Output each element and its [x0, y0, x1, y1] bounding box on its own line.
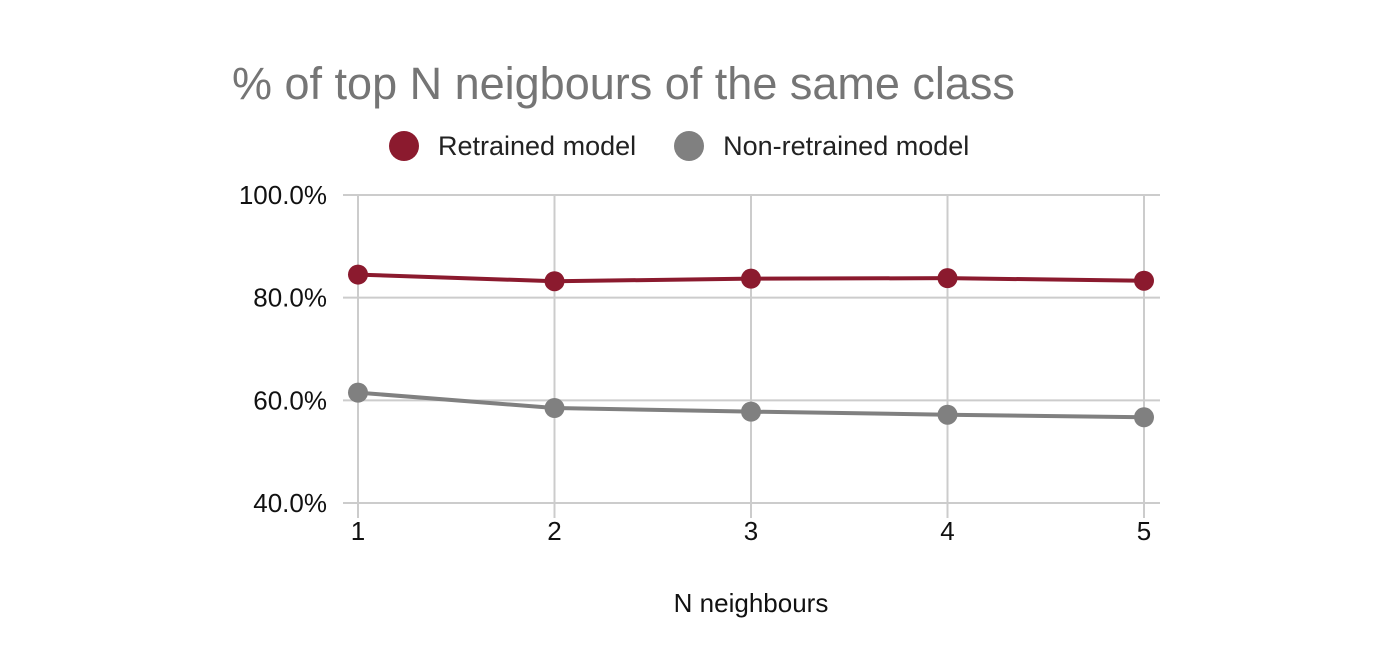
series-retrained — [348, 264, 1154, 292]
x-tick-label: 1 — [351, 516, 365, 546]
data-point-retrained — [544, 271, 565, 292]
gridlines — [343, 194, 1160, 518]
y-tick-label: 60.0% — [253, 385, 327, 415]
y-tick-label: 40.0% — [253, 488, 327, 518]
legend-marker-non-retrained — [674, 131, 705, 161]
x-tick-label: 4 — [940, 516, 954, 546]
data-point-retrained — [1134, 270, 1154, 291]
legend-label-retrained: Retrained model — [438, 130, 637, 161]
y-axis-ticks: 40.0% 60.0% 80.0% 100.0% — [239, 180, 327, 518]
x-tick-label: 5 — [1137, 516, 1151, 546]
data-point-retrained — [348, 264, 368, 285]
x-tick-label: 3 — [744, 516, 758, 546]
legend-item-retrained: Retrained model — [389, 131, 636, 162]
data-point-non-retrained — [937, 404, 958, 425]
x-tick-label: 2 — [547, 516, 561, 546]
legend: Retrained model Non-retrained model — [389, 126, 1007, 166]
series-layer — [348, 264, 1154, 428]
data-point-non-retrained — [741, 401, 761, 422]
chart-title: % of top N neigbours of the same class — [232, 58, 1015, 109]
data-point-non-retrained — [544, 398, 565, 419]
series-non-retrained — [348, 382, 1154, 428]
y-tick-label: 80.0% — [253, 283, 327, 313]
data-point-non-retrained — [1134, 407, 1154, 428]
legend-marker-retrained — [389, 131, 419, 161]
data-point-non-retrained — [348, 382, 368, 403]
x-axis-title: N neighbours — [674, 588, 829, 618]
legend-item-non-retrained: Non-retrained model — [674, 131, 969, 162]
data-point-retrained — [937, 268, 958, 289]
legend-label-non-retrained: Non-retrained model — [723, 130, 970, 161]
data-point-retrained — [741, 268, 761, 289]
x-axis-ticks: 1 2 3 4 5 — [351, 516, 1151, 546]
y-tick-label: 100.0% — [239, 180, 327, 210]
